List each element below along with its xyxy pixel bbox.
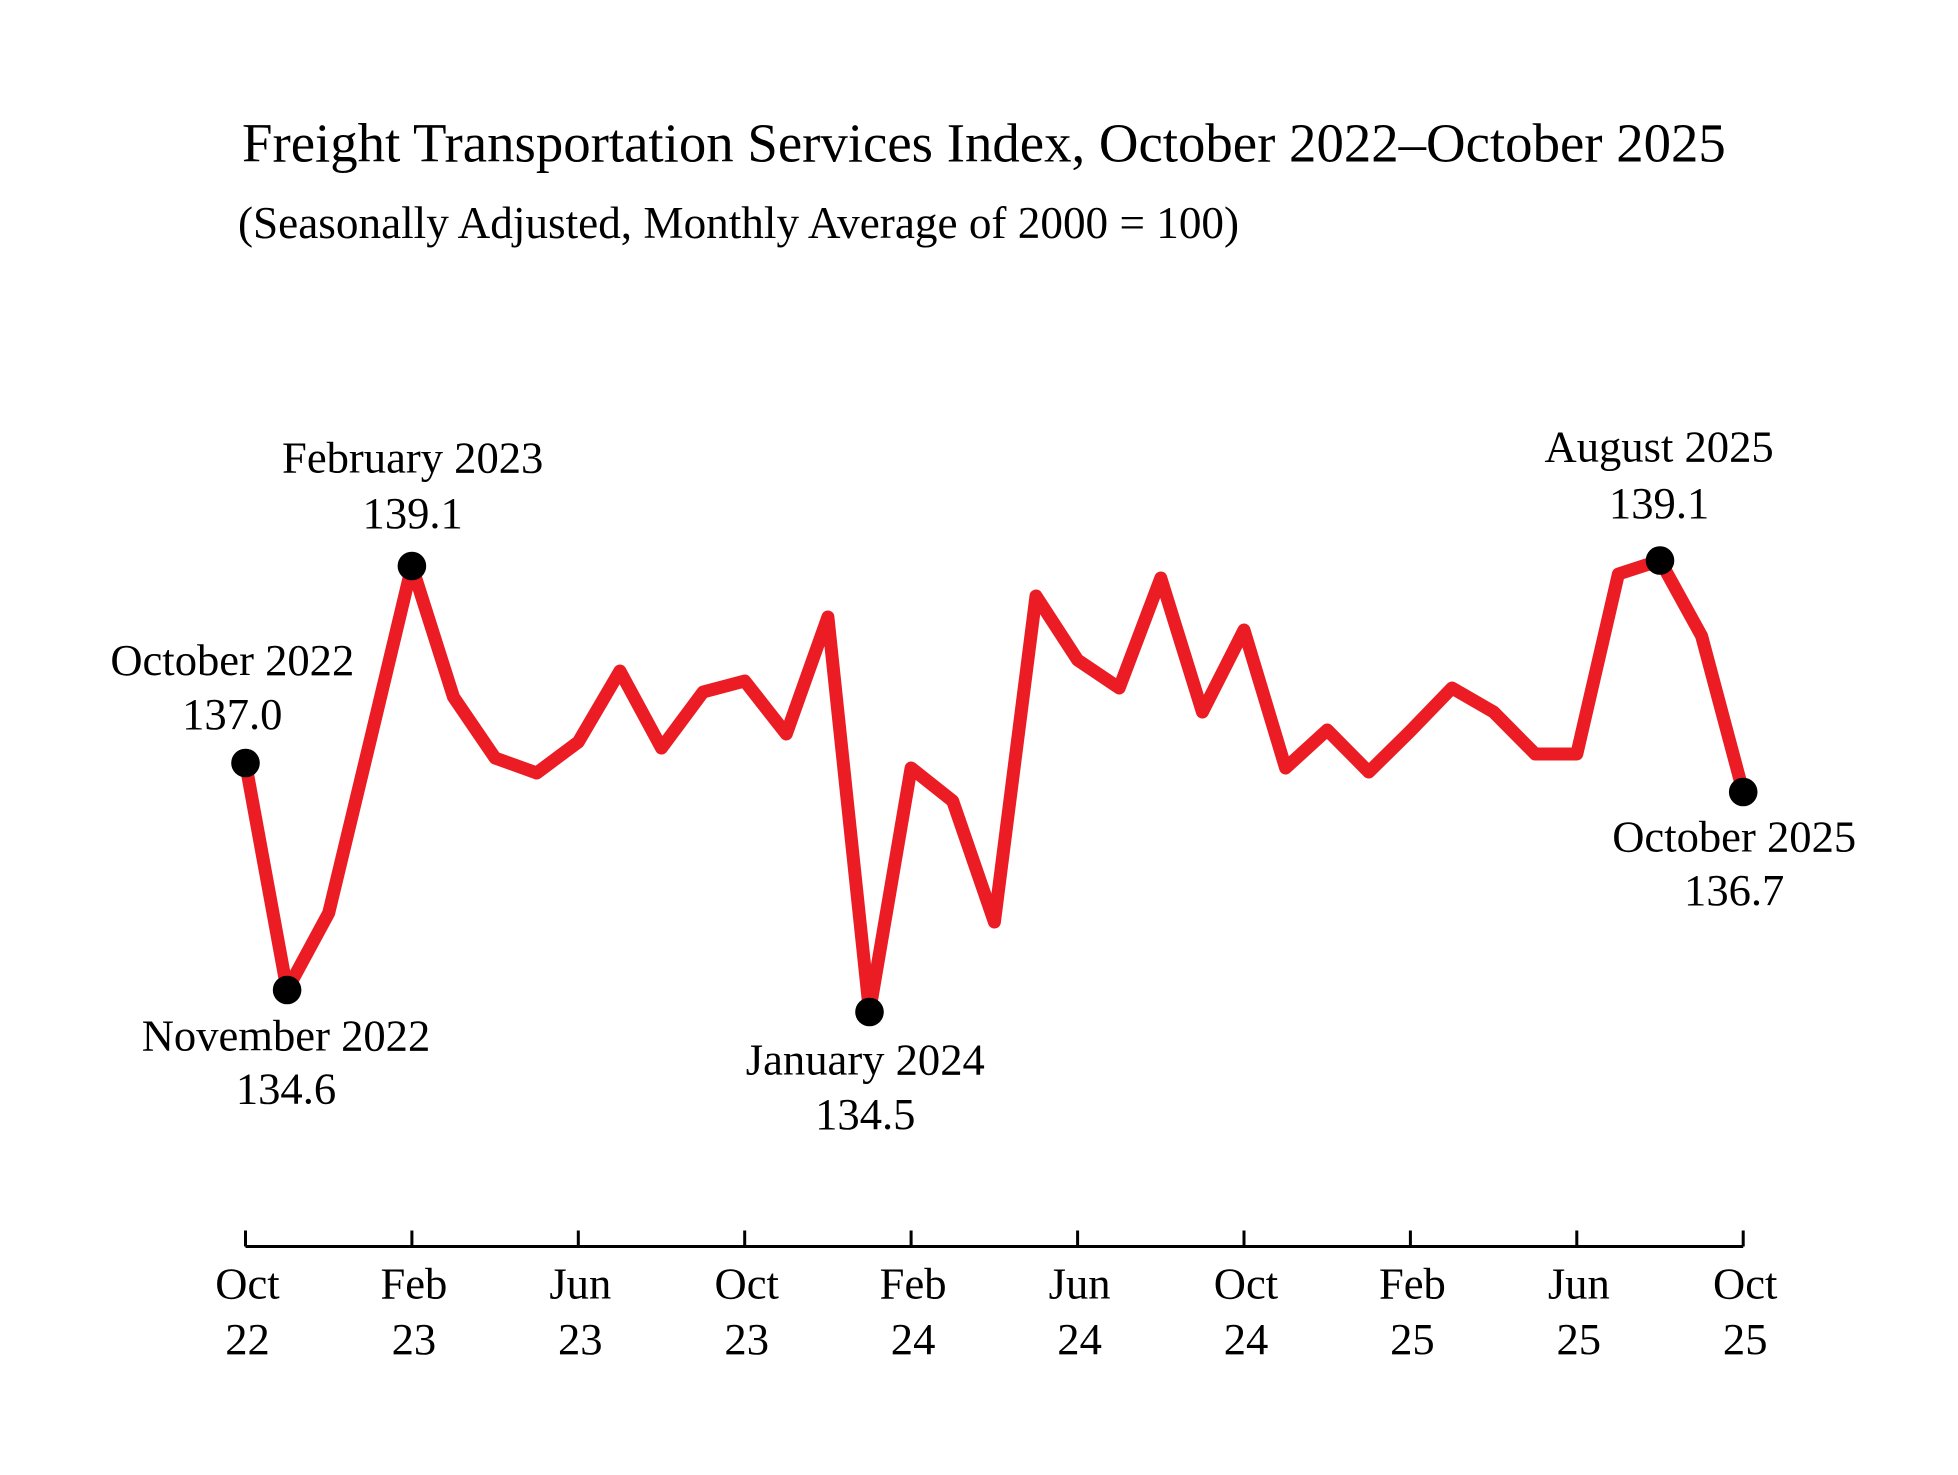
svg-text:Freight Transportation Service: Freight Transportation Services Index, O… — [242, 113, 1726, 174]
svg-text:134.5: 134.5 — [815, 1089, 915, 1139]
svg-text:(Seasonally Adjusted, Monthly: (Seasonally Adjusted, Monthly Average of… — [238, 198, 1239, 248]
svg-text:24: 24 — [1057, 1314, 1102, 1364]
svg-text:139.1: 139.1 — [1609, 478, 1709, 528]
svg-text:25: 25 — [1557, 1314, 1602, 1364]
svg-text:Oct: Oct — [715, 1259, 780, 1309]
svg-text:Jun: Jun — [1548, 1259, 1610, 1309]
svg-text:137.0: 137.0 — [182, 689, 282, 739]
svg-text:Oct: Oct — [1214, 1259, 1279, 1309]
svg-text:136.7: 136.7 — [1684, 865, 1784, 915]
svg-text:23: 23 — [392, 1314, 437, 1364]
svg-text:22: 22 — [225, 1314, 270, 1364]
svg-text:25: 25 — [1390, 1314, 1435, 1364]
svg-text:Jun: Jun — [1049, 1259, 1111, 1309]
svg-text:24: 24 — [1224, 1314, 1269, 1364]
svg-text:Oct: Oct — [1713, 1259, 1778, 1309]
svg-text:January 2024: January 2024 — [746, 1035, 985, 1085]
svg-text:Oct: Oct — [215, 1259, 280, 1309]
svg-text:October 2025: October 2025 — [1612, 811, 1856, 861]
svg-text:October 2022: October 2022 — [110, 635, 354, 685]
svg-text:Feb: Feb — [880, 1259, 947, 1309]
svg-text:Feb: Feb — [380, 1259, 447, 1309]
svg-text:134.6: 134.6 — [236, 1064, 336, 1114]
svg-text:24: 24 — [891, 1314, 936, 1364]
svg-text:February 2023: February 2023 — [282, 432, 543, 482]
svg-text:Feb: Feb — [1379, 1259, 1446, 1309]
svg-text:Jun: Jun — [549, 1259, 611, 1309]
svg-text:23: 23 — [724, 1314, 769, 1364]
svg-text:November 2022: November 2022 — [142, 1011, 431, 1061]
svg-text:139.1: 139.1 — [363, 488, 463, 538]
svg-text:23: 23 — [558, 1314, 603, 1364]
svg-text:25: 25 — [1723, 1314, 1768, 1364]
svg-text:August 2025: August 2025 — [1545, 422, 1774, 472]
